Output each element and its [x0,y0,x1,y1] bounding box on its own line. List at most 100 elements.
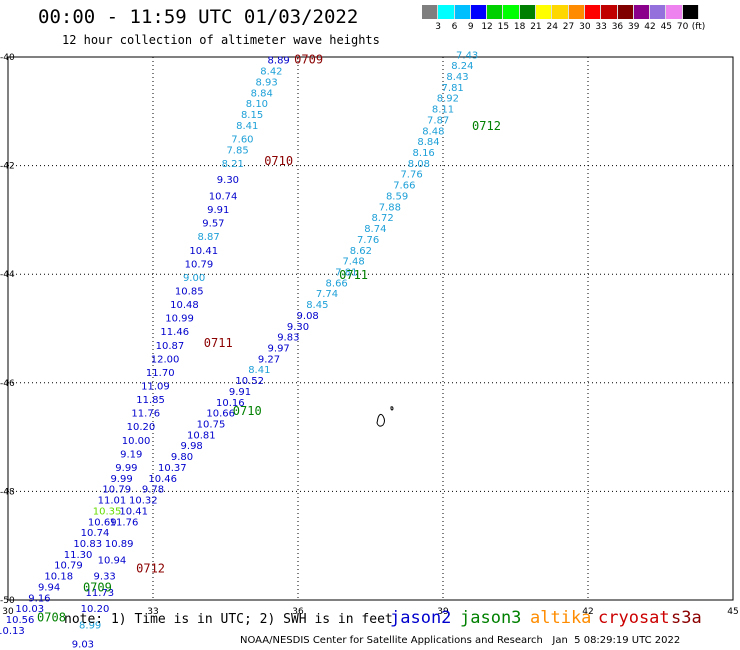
wave-height-value: 10.74 [81,528,110,539]
colorbar-label: 27 [562,22,575,32]
wave-height-value: 7.48 [342,257,364,268]
wave-height-value: 9.99 [110,474,132,485]
x-tick-label: 30 [2,607,14,617]
x-tick-label: 33 [147,607,158,617]
colorbar-label: 42 [644,22,656,32]
legend-s3a: s3a [671,608,702,628]
wave-height-value: 10.89 [105,539,134,550]
wave-height-value: 9.91 [229,387,251,398]
wave-height-value: 10.37 [158,463,187,474]
colorbar-label: 21 [530,22,542,32]
wave-height-value: 10.00 [122,436,151,447]
wave-height-value: 8.21 [222,159,244,170]
wave-height-value: 10.85 [175,286,204,297]
colorbar-swatch [666,5,683,19]
colorbar-label: 36 [611,22,624,32]
wave-height-value: 9.19 [120,449,142,460]
colorbar-swatch [519,5,537,19]
wave-height-value: 10.69 [88,517,117,528]
wave-height-value: 10.18 [44,572,73,583]
wave-height-value: 8.74 [364,224,386,235]
wave-height-value: 11.76 [131,409,160,420]
wave-height-value: 10.79 [185,259,214,270]
colorbar-swatch [617,5,634,19]
y-tick-label: -40 [0,53,15,63]
wave-height-value: 10.03 [15,604,44,615]
legend-altika: altika [530,608,592,628]
colorbar-label: 39 [627,22,640,32]
wave-height-value: 8.62 [350,246,372,257]
colorbar-swatch [536,5,553,19]
wave-height-value: 8.66 [326,278,348,289]
wave-height-value: 10.48 [170,300,199,311]
wave-height-value: 9.91 [207,205,229,216]
map-grid [8,57,733,600]
wave-height-value: 8.24 [451,61,473,72]
wave-height-colorbar [422,5,700,19]
y-tick-label: -48 [0,487,15,497]
colorbar-swatch [470,5,488,19]
wave-height-value: 11.76 [110,517,139,528]
wave-height-value: 9.03 [72,639,94,650]
wave-height-value: 11.73 [86,588,115,599]
wave-height-value: 10.52 [235,376,264,387]
track-time-labels: 0709 0710 0711 0712 0712 0711 0710 0709 0708 [37,53,501,625]
colorbar-swatch [584,5,602,19]
wave-height-value: 9.08 [297,311,319,322]
wave-height-value: 9.30 [287,322,309,333]
wave-height-value: 8.87 [197,232,219,243]
wave-height-value: 8.92 [437,94,459,105]
wave-height-value: 11.70 [146,368,175,379]
colorbar-unit: (ft) [691,22,706,32]
wave-height-value: 9.30 [217,175,239,186]
wave-height-value: 7.74 [316,289,338,300]
wave-height-value: 11.46 [160,327,189,338]
credit-line: NOAA/NESDIS Center for Satellite Applica… [240,635,681,646]
x-tick-label: 42 [582,607,593,617]
wave-height-value: 8.08 [408,159,430,170]
wave-height-value: 7.81 [335,267,357,278]
wave-height-value: 11.85 [136,395,165,406]
wave-height-value: 7.88 [379,202,401,213]
wave-height-values: 8.898.428.938.848.108.158.417.607.858.21… [0,50,478,650]
legend-cryosat: cryosat [598,608,670,628]
wave-height-value: 7.81 [442,83,464,94]
wave-height-value: 8.11 [432,105,454,116]
wave-height-value: 10.56 [6,615,35,626]
colorbar-swatch [601,5,618,19]
colorbar-swatch [682,5,700,19]
colorbar-label: 12 [481,22,493,32]
wave-height-value: 8.89 [268,56,290,67]
colorbar-swatch [552,5,569,19]
wave-height-value: 10.16 [216,398,245,409]
wave-height-value: 10.75 [197,420,226,431]
colorbar-label: 24 [546,22,558,32]
wave-height-value: 12.00 [151,354,180,365]
island-large [376,413,385,427]
colorbar-label: 3 [435,22,442,32]
wave-height-value: 8.42 [260,67,282,78]
legend-jason2: jason2 [390,608,452,628]
wave-height-value: 8.10 [246,99,268,110]
wave-height-value: 10.32 [129,496,158,507]
wave-height-value: 9.99 [115,463,137,474]
colorbar-swatch [503,5,520,19]
wave-height-value: 9.78 [142,485,164,496]
y-tick-label: -44 [0,270,15,280]
colorbar-label: 33 [595,22,607,32]
wave-height-value: 11.09 [141,382,170,393]
wave-height-value: 9.33 [94,572,116,583]
colorbar-label: 30 [579,22,591,32]
track-time-label: 0712 [136,561,165,575]
track-time-label: 0708 [37,610,66,624]
wave-height-value: 9.83 [277,333,299,344]
colorbar-swatch [487,5,504,19]
wave-height-value: 10.41 [119,506,148,517]
wave-height-value: 7.76 [357,235,379,246]
track-time-label: 0710 [233,404,262,418]
colorbar-swatch [438,5,455,19]
wave-height-value: 10.87 [156,341,185,352]
track-time-label: 0711 [204,336,233,350]
wave-height-value: 9.57 [202,219,224,230]
